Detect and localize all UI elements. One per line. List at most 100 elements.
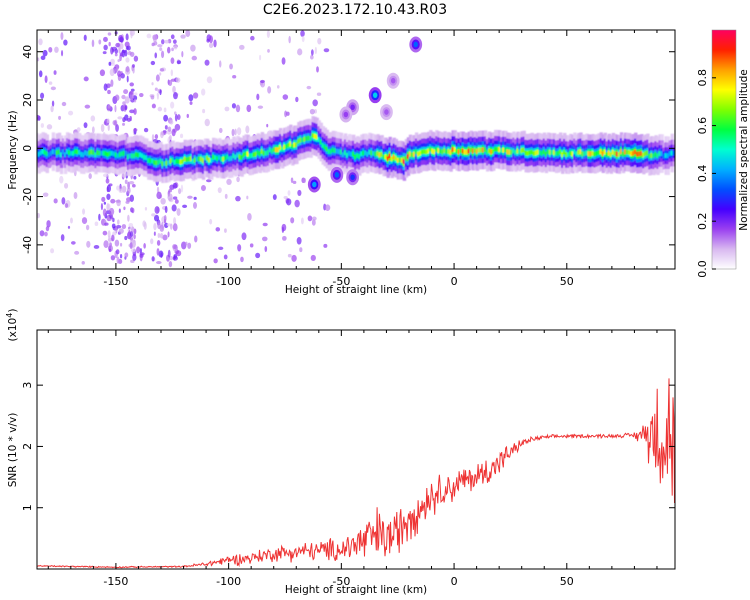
spectrogram-speckle-cell (281, 223, 287, 232)
spectrogram-ridge-cell (605, 152, 610, 157)
spectrogram-ridge-cell (615, 151, 620, 157)
spectrogram-ridge-cell (429, 146, 433, 152)
spectrogram-ridge-cell (264, 150, 269, 156)
colorbar-tick-label: 0.2 (696, 212, 709, 230)
spectrogram-ridge-cell (471, 148, 476, 154)
spectrogram-ridge-cell (283, 144, 287, 150)
spectrogram-ridge-cell (317, 137, 321, 142)
spectrogram-ridge-cell (244, 151, 248, 157)
spectrogram-ridge-cell (388, 153, 392, 159)
spectrogram-ridge-cell (236, 152, 240, 158)
spectrogram-ridge-cell (660, 151, 664, 156)
spectrogram-speckle-cell (185, 241, 188, 246)
spectrogram-speckle-cell (217, 187, 222, 194)
spectrogram-ridge-cell (136, 152, 141, 158)
spectrogram-ridge-cell (53, 149, 58, 155)
spectrogram-ridge-cell (469, 147, 474, 153)
spectrogram-speckle-cell (91, 39, 95, 48)
spectrogram-ridge-cell (268, 147, 273, 153)
x-tick-label: -100 (216, 275, 241, 288)
spectrogram-ridge-cell (313, 133, 317, 139)
spectrogram-speckle-cell (266, 30, 270, 39)
spectrogram-blob (350, 174, 355, 181)
spectrogram-speckle-cell (51, 100, 55, 107)
spectrogram-speckle-cell (83, 76, 89, 82)
spectrogram-speckle-cell (106, 193, 111, 200)
spectrogram-ridge-cell (465, 149, 470, 155)
spectrogram-ridge-cell (638, 151, 642, 157)
spectrogram-speckle-cell (84, 104, 91, 109)
spectrogram-speckle-cell (121, 171, 127, 178)
spectrogram-speckle-cell (246, 195, 249, 200)
spectrogram-ridge-cell (74, 149, 78, 154)
y-tick-label: 40 (21, 45, 34, 59)
spectrogram-speckle-cell (224, 106, 230, 112)
spectrogram-speckle-cell (153, 231, 156, 236)
colorbar-label: Normalized spectral amplitude (738, 69, 750, 230)
spectrogram-speckle-cell (129, 116, 132, 122)
spectrogram-ridge-cell (473, 147, 478, 153)
x-tick-label: -150 (103, 275, 128, 288)
spectrogram-ridge-cell (100, 150, 104, 156)
spectrogram-speckle-cell (218, 127, 223, 134)
spectrogram-ridge-cell (86, 151, 90, 157)
spectrogram-ridge-cell (171, 157, 175, 163)
spectrogram-ridge-cell (658, 151, 662, 156)
y-tick-label: 3 (21, 382, 34, 389)
spectrogram-ridge-cell (548, 149, 553, 155)
spectrogram-ridge-cell (220, 156, 224, 162)
spectrogram-y-ticks: -40 -20 0 20 40 (21, 45, 675, 254)
spectrogram-ridge-cell (145, 155, 149, 161)
spectrogram-ridge-cell (157, 159, 161, 165)
spectrogram-speckle-cell (172, 255, 178, 261)
spectrogram-speckle-cell (109, 207, 115, 216)
colorbar-tick-label: 0.4 (696, 165, 709, 183)
spectrogram-blob (390, 77, 396, 84)
spectrogram-speckle-cell (164, 39, 170, 44)
spectrogram-ridge-cell (222, 156, 226, 162)
spectrogram-speckle-cell (127, 214, 130, 222)
spectrogram-speckle-cell (307, 215, 313, 222)
spectrogram-ridge-cell (514, 150, 518, 155)
spectrogram-ridge-cell (569, 150, 573, 156)
spectrogram-ridge-cell (439, 148, 443, 154)
spectrogram-ridge-cell (453, 147, 457, 152)
spectrogram-speckle-cell (85, 224, 90, 231)
spectrogram-speckle-cell (98, 213, 101, 221)
spectrogram-ridge-cell (272, 147, 277, 152)
spectrogram-speckle-cell (163, 107, 167, 113)
spectrogram-ridge-cell (266, 150, 271, 155)
spectrogram-ridge-cell (650, 153, 654, 158)
spectrogram-ridge-cell (396, 157, 401, 163)
spectrogram-ridge-cell (437, 148, 441, 153)
spectrogram-ridge-cell (343, 150, 348, 156)
spectrogram-ridge-cell (96, 150, 100, 156)
spectrogram-ridge-cell (130, 153, 135, 159)
spectrogram-speckle-cell (300, 30, 305, 37)
spectrogram-speckle-cell (123, 206, 126, 211)
spectrogram-speckle-cell (61, 50, 64, 57)
spectrogram-speckle-cell (53, 70, 57, 75)
spectrogram-speckle-cell (170, 78, 176, 82)
spectrogram-ridge-cell (262, 150, 267, 156)
spectrogram-speckle-cell (176, 60, 182, 65)
spectrogram-ridge-cell (341, 152, 346, 158)
spectrogram-ridge-cell (187, 156, 192, 162)
spectrogram-ridge-cell (106, 152, 110, 157)
spectrogram-ridge-cell (563, 149, 567, 155)
spectrogram-speckle-cell (73, 192, 78, 200)
spectrogram-speckle-cell (160, 252, 163, 258)
spectrogram-speckle-cell (276, 85, 280, 89)
spectrogram-speckle-cell (151, 213, 156, 217)
spectrogram-speckle-cell (186, 113, 189, 119)
spectrogram-panel: -150 -100 -50 0 50 -40 -20 0 20 40 Height of str… (7, 29, 676, 296)
spectrogram-ridge-cell (349, 151, 354, 157)
spectrogram-speckle-cell (178, 188, 182, 195)
spectrogram-speckle-cell (50, 248, 55, 254)
spectrogram-ridge-cell (242, 152, 246, 158)
spectrogram-speckle-cell (139, 248, 142, 254)
spectrogram-ridge-cell (540, 150, 545, 156)
spectrogram-x-ticks: -150 -100 -50 0 50 (47, 30, 658, 288)
spectrogram-speckle-cell (119, 52, 124, 57)
spectrogram-speckle-cell (102, 230, 108, 236)
